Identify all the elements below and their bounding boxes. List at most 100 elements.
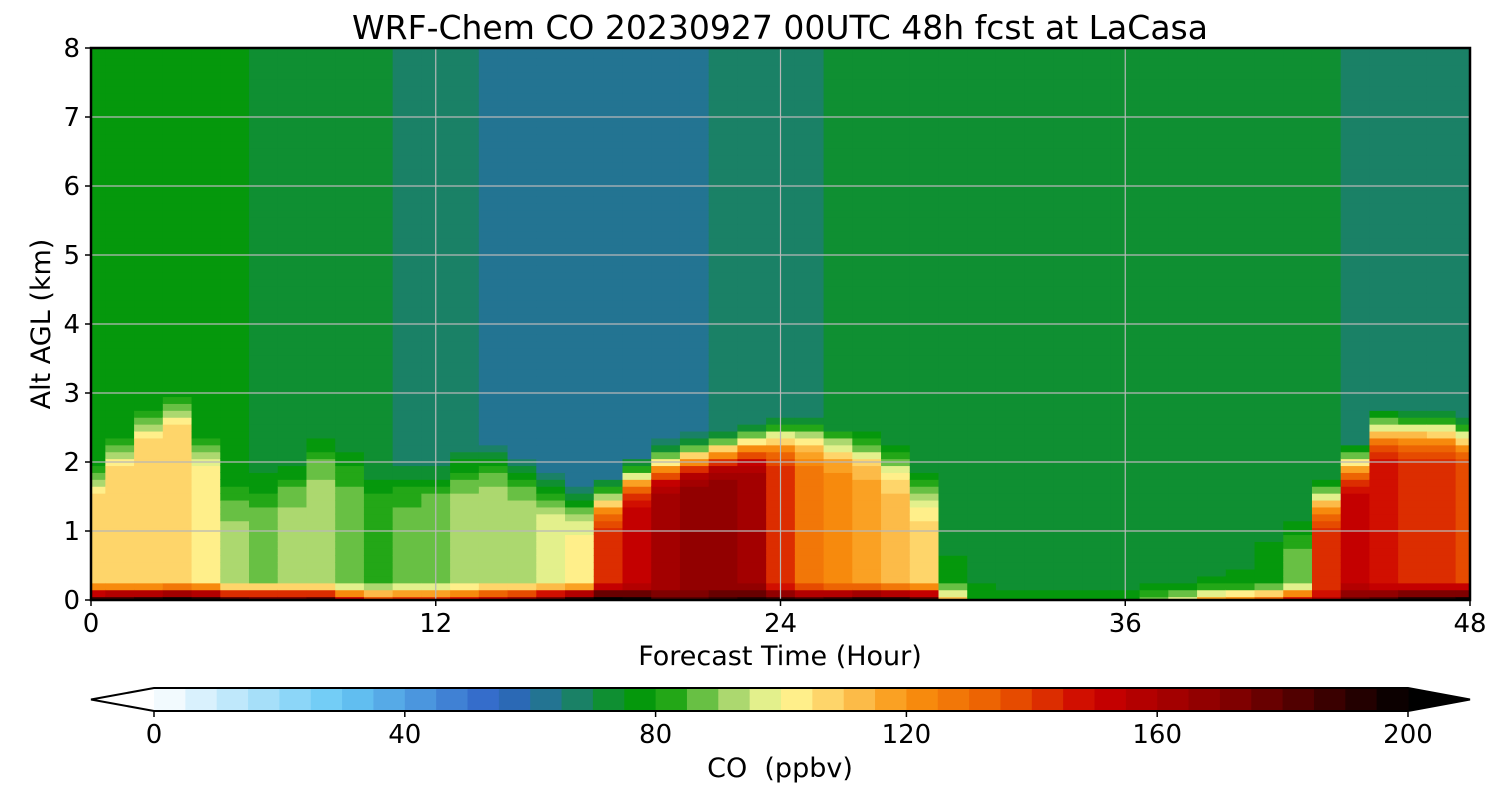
heatmap-cell bbox=[737, 292, 767, 301]
heatmap-cell bbox=[593, 444, 624, 453]
heatmap-cell bbox=[134, 355, 164, 363]
heatmap-cell bbox=[1369, 424, 1399, 432]
heatmap-cell bbox=[1168, 210, 1198, 218]
colorbar-swatch bbox=[1063, 688, 1096, 711]
heatmap-cell bbox=[1455, 168, 1471, 177]
heatmap-cell bbox=[1426, 148, 1457, 156]
heatmap-cell bbox=[909, 479, 940, 487]
heatmap-cell bbox=[622, 79, 652, 87]
heatmap-cell bbox=[1369, 210, 1399, 218]
heatmap-cell bbox=[1426, 313, 1457, 322]
heatmap-cell bbox=[967, 410, 997, 418]
heatmap-cell bbox=[1398, 548, 1428, 556]
heatmap-cell bbox=[277, 334, 308, 342]
heatmap-cell bbox=[1455, 127, 1471, 135]
heatmap-cell bbox=[679, 437, 710, 446]
heatmap-cell bbox=[1024, 189, 1055, 197]
heatmap-cell bbox=[306, 99, 336, 108]
heatmap-cell bbox=[1340, 272, 1371, 280]
heatmap-cell bbox=[105, 272, 135, 280]
heatmap-cell bbox=[1283, 65, 1313, 73]
heatmap-cell bbox=[1197, 534, 1227, 542]
heatmap-cell bbox=[823, 430, 853, 439]
heatmap-cell bbox=[622, 424, 652, 432]
heatmap-cell bbox=[679, 575, 710, 584]
heatmap-cell bbox=[823, 568, 853, 577]
heatmap-cell bbox=[708, 355, 739, 363]
heatmap-cell bbox=[134, 210, 164, 218]
heatmap-cell bbox=[363, 65, 394, 73]
heatmap-cell bbox=[1455, 237, 1471, 246]
heatmap-cell bbox=[1340, 175, 1371, 184]
heatmap-cell bbox=[392, 541, 422, 549]
heatmap-cell bbox=[450, 575, 480, 584]
heatmap-cell bbox=[536, 48, 566, 53]
heatmap-cell bbox=[1082, 161, 1112, 170]
heatmap-cell bbox=[565, 258, 595, 266]
heatmap-cell bbox=[478, 65, 509, 73]
heatmap-cell bbox=[1311, 486, 1342, 494]
heatmap-cell bbox=[91, 265, 106, 273]
heatmap-cell bbox=[1398, 244, 1428, 253]
heatmap-cell bbox=[191, 361, 221, 370]
heatmap-cell bbox=[335, 424, 365, 432]
heatmap-cell bbox=[565, 382, 595, 391]
heatmap-cell bbox=[737, 382, 767, 391]
heatmap-cell bbox=[1398, 444, 1428, 453]
heatmap-cell bbox=[277, 148, 308, 156]
heatmap-cell bbox=[1426, 479, 1457, 487]
heatmap-cell bbox=[622, 327, 652, 335]
heatmap-cell bbox=[1369, 85, 1399, 94]
heatmap-cell bbox=[1283, 106, 1313, 115]
heatmap-cell bbox=[134, 396, 164, 404]
heatmap-cell bbox=[1139, 72, 1169, 80]
heatmap-cell bbox=[565, 299, 595, 308]
heatmap-cell bbox=[852, 355, 882, 363]
heatmap-cell bbox=[1254, 348, 1284, 356]
heatmap-cell bbox=[335, 437, 365, 446]
heatmap-cell bbox=[249, 72, 279, 80]
heatmap-cell bbox=[909, 520, 940, 529]
heatmap-cell bbox=[938, 189, 968, 197]
heatmap-cell bbox=[938, 175, 968, 184]
heatmap-cell bbox=[91, 196, 106, 204]
heatmap-cell bbox=[450, 437, 480, 446]
heatmap-cell bbox=[1426, 244, 1457, 253]
heatmap-cell bbox=[737, 361, 767, 370]
heatmap-cell bbox=[105, 562, 135, 570]
heatmap-cell bbox=[1168, 479, 1198, 487]
heatmap-cell bbox=[1139, 568, 1169, 577]
heatmap-cell bbox=[1398, 230, 1428, 239]
heatmap-cell bbox=[1024, 437, 1055, 446]
heatmap-cell bbox=[335, 541, 365, 549]
heatmap-cell bbox=[105, 189, 135, 197]
heatmap-cell bbox=[852, 154, 882, 163]
heatmap-cell bbox=[1053, 403, 1083, 411]
heatmap-cell bbox=[881, 506, 911, 515]
heatmap-cell bbox=[1082, 217, 1112, 225]
heatmap-cell bbox=[565, 148, 595, 156]
heatmap-cell bbox=[1369, 51, 1399, 59]
heatmap-cell bbox=[162, 568, 193, 577]
y-tick-label: 0 bbox=[63, 586, 80, 616]
heatmap-cell bbox=[909, 451, 940, 460]
heatmap-cell bbox=[335, 575, 365, 584]
heatmap-cell bbox=[1340, 161, 1371, 170]
heatmap-cell bbox=[593, 548, 624, 556]
heatmap-cell bbox=[881, 382, 911, 391]
heatmap-cell bbox=[1225, 230, 1256, 239]
heatmap-cell bbox=[220, 396, 250, 404]
heatmap-cell bbox=[1024, 465, 1055, 473]
heatmap-cell bbox=[134, 223, 164, 232]
heatmap-cell bbox=[938, 196, 968, 204]
heatmap-cell bbox=[277, 327, 308, 335]
heatmap-cell bbox=[1225, 154, 1256, 163]
heatmap-cell bbox=[565, 161, 595, 170]
heatmap-cell bbox=[881, 327, 911, 335]
heatmap-cell bbox=[995, 65, 1026, 73]
heatmap-cell bbox=[1254, 92, 1284, 101]
heatmap-cell bbox=[852, 196, 882, 204]
heatmap-cell bbox=[91, 382, 106, 391]
heatmap-cell bbox=[967, 306, 997, 315]
heatmap-cell bbox=[852, 562, 882, 570]
